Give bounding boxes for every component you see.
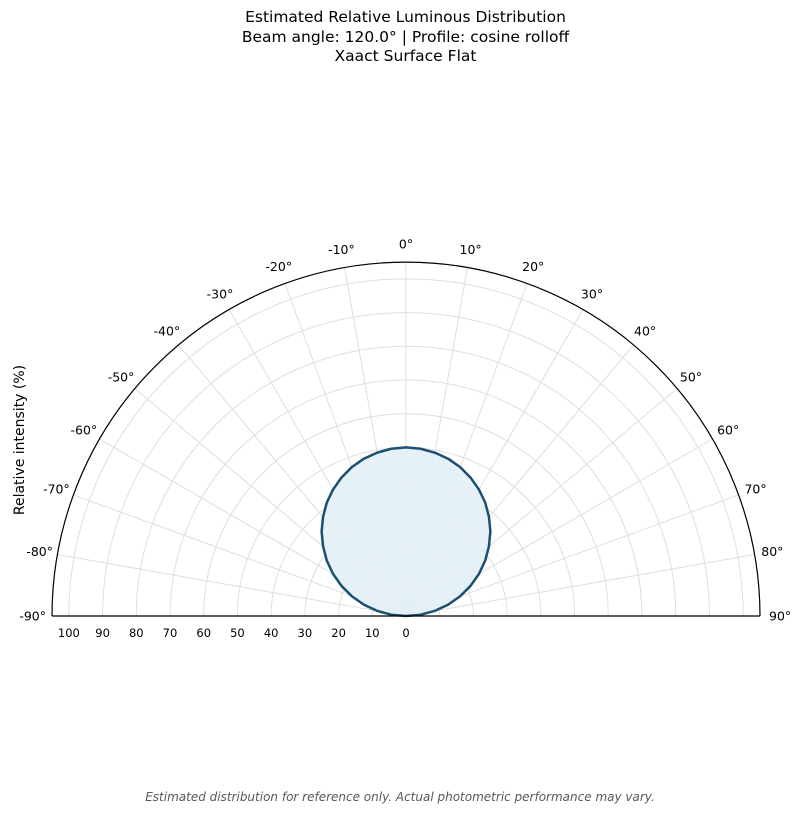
data-point (478, 573, 480, 575)
angle-tick-label: -70° (43, 481, 70, 496)
data-point (447, 604, 449, 606)
data-point (390, 448, 392, 450)
data-point (332, 489, 334, 491)
angular-gridline (405, 554, 755, 617)
angle-tick-label: -80° (26, 544, 53, 559)
angle-tick-label: -30° (207, 286, 234, 301)
radial-tick-label: 80 (129, 626, 144, 640)
data-point (478, 489, 480, 491)
y-axis-label: Relative intensity (%) (12, 365, 28, 515)
radial-tick-label: 20 (331, 626, 346, 640)
angular-gridline (57, 554, 407, 617)
angle-tick-label: 80° (761, 544, 783, 559)
data-point (470, 477, 472, 479)
chart-title: Estimated Relative Luminous Distribution (245, 8, 566, 26)
angle-tick-label: 50° (680, 369, 702, 384)
angle-tick-label: -20° (265, 259, 292, 274)
radial-tick-label: 30 (298, 626, 313, 640)
data-point (405, 446, 407, 448)
radial-tick-label: 40 (264, 626, 279, 640)
data-point (459, 466, 461, 468)
chart-subtitle-product: Xaact Surface Flat (334, 47, 477, 65)
distribution-fill (321, 447, 491, 616)
data-point (340, 477, 342, 479)
data-point (326, 502, 328, 504)
angle-tick-label: 70° (744, 481, 766, 496)
data-point (484, 560, 486, 562)
data-point (351, 595, 353, 597)
radial-tick-label: 60 (196, 626, 211, 640)
data-point (322, 545, 324, 547)
angle-tick-label: -60° (71, 423, 98, 438)
data-point (434, 610, 436, 612)
data-point (332, 573, 334, 575)
chart-subtitle-beam: Beam angle: 120.0° | Profile: cosine rol… (241, 27, 570, 46)
polar-grid (52, 262, 760, 617)
radial-tick-label: 70 (163, 626, 178, 640)
angle-tick-label: 90° (769, 609, 791, 624)
angle-tick-label: 40° (634, 324, 656, 339)
angle-tick-label: 20° (522, 259, 544, 274)
radial-tick-label: 90 (95, 626, 110, 640)
angle-tick-label: -10° (328, 242, 355, 257)
data-point (363, 604, 365, 606)
data-point (420, 448, 422, 450)
data-point (322, 516, 324, 518)
angle-tick-label: 30° (581, 286, 603, 301)
radial-tick-label: 50 (230, 626, 245, 640)
angle-tick-label: -90° (19, 609, 46, 624)
polar-labels: -90° -80° -70° -60° -50° -40° -30° -20° -10° 0° 10… (12, 237, 791, 641)
data-point (484, 502, 486, 504)
radial-tick-label: 10 (365, 626, 380, 640)
polar-frame (51, 261, 761, 617)
data-point (363, 458, 365, 460)
angle-tick-label: 60° (717, 423, 739, 438)
outer-arc (51, 261, 761, 617)
data-point (488, 545, 490, 547)
angle-tick-label: -40° (154, 324, 181, 339)
radial-tick-label: 0 (402, 626, 409, 640)
disclaimer-note: Estimated distribution for reference onl… (145, 790, 655, 804)
data-point (489, 531, 491, 533)
data-point (321, 531, 323, 533)
angle-tick-label: -50° (108, 369, 135, 384)
data-point (434, 452, 436, 454)
data-point (341, 585, 343, 587)
data-point (351, 466, 353, 468)
data-point (376, 452, 378, 454)
data-point (447, 458, 449, 460)
distribution-line (320, 446, 492, 618)
data-point (469, 585, 471, 587)
data-point (488, 516, 490, 518)
data-point (326, 560, 328, 562)
angle-tick-label: 10° (460, 242, 482, 257)
radial-tick-label: 100 (58, 626, 80, 640)
data-point (459, 595, 461, 597)
polar-data-area (320, 446, 492, 618)
chart-title-block: Estimated Relative Luminous Distribution… (0, 8, 800, 67)
data-point (376, 610, 378, 612)
angle-tick-label: 0° (399, 237, 413, 252)
